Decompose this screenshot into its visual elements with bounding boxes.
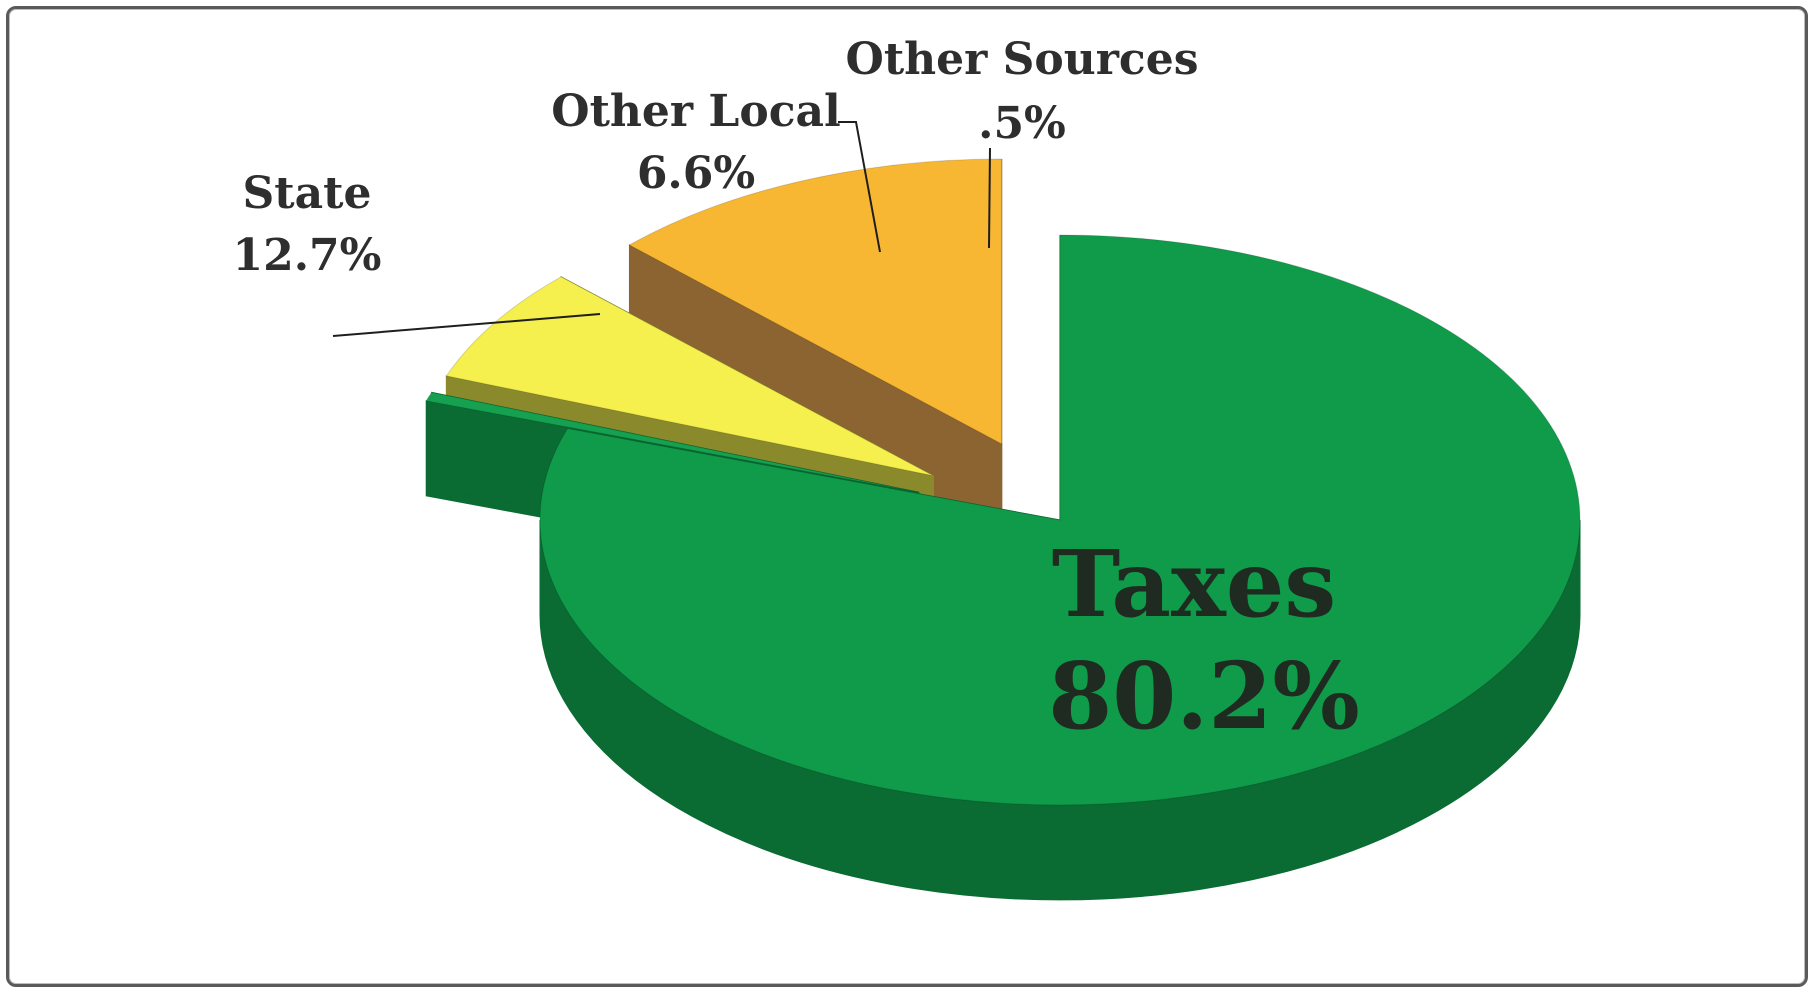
slice-label-taxes-value: 80.2% (1048, 642, 1360, 750)
slice-taxes (539, 234, 1581, 806)
slice-labels: Taxes 80.2% State 12.7% Other Local 6.6%… (233, 34, 1360, 750)
leader-lines (332, 121, 991, 337)
slice-label-other-local-name: Other Local (551, 86, 840, 137)
slice-label-other-sources-value: .5% (978, 98, 1066, 149)
slice-other-sources (425, 391, 919, 493)
slice-label-other-sources-name: Other Sources (846, 34, 1199, 85)
leader-line-other-local (838, 121, 881, 253)
slice-state (628, 158, 1003, 445)
slice-label-state-value: 12.7% (233, 230, 382, 281)
slice-label-other-local-value: 6.6% (637, 148, 755, 199)
leader-line-other-sources (988, 147, 991, 249)
pie-slices (425, 158, 1581, 901)
slice-label-taxes-name: Taxes (1052, 530, 1336, 638)
slice-label-state-name: State (243, 168, 372, 219)
leader-line-state (332, 313, 601, 337)
